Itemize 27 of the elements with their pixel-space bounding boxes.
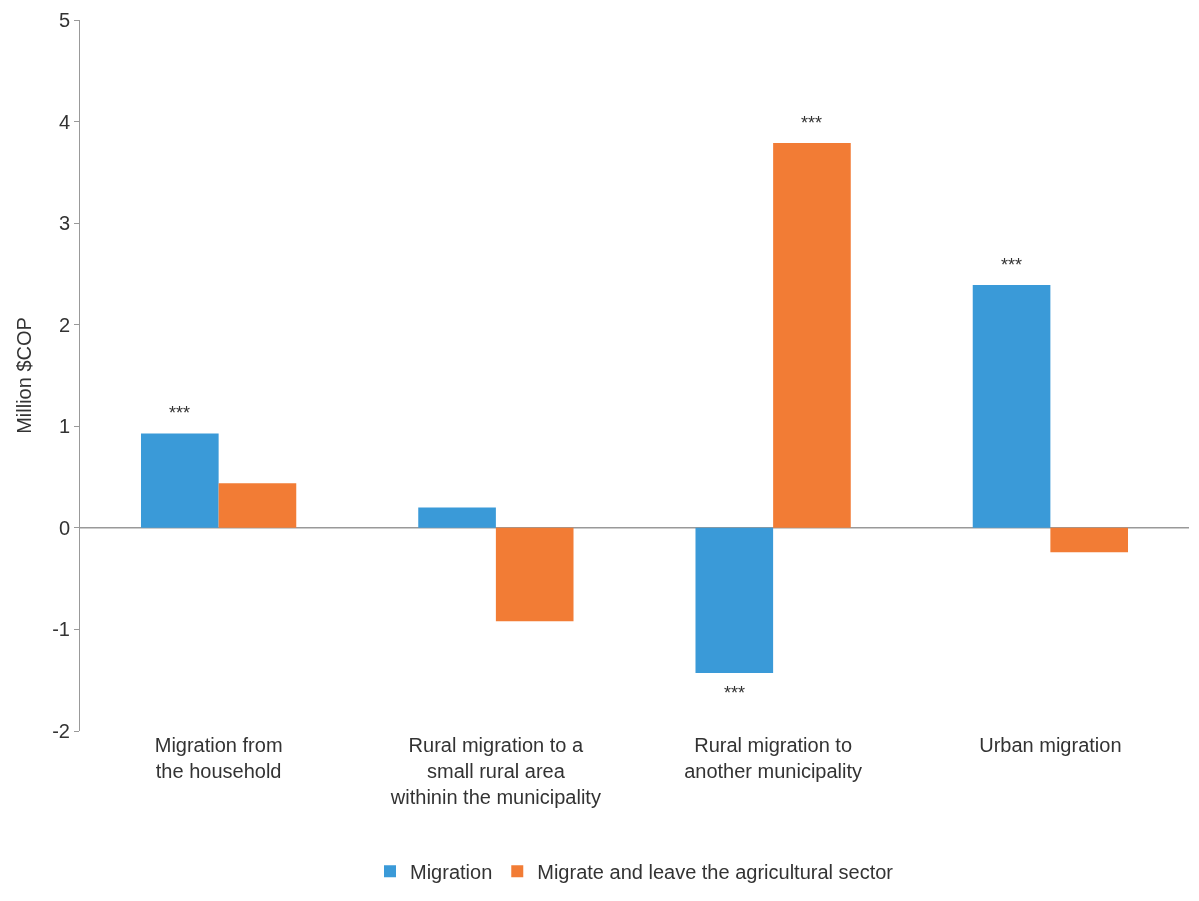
y-tick-label: 0 [58, 516, 70, 539]
y-tick-label: 4 [58, 110, 70, 133]
legend-label: Migrate and leave the agricultural sector [537, 861, 894, 884]
annotation: *** [724, 683, 746, 703]
bar [695, 527, 774, 674]
y-axis-title: Million $COP [12, 317, 35, 434]
bar [495, 527, 574, 622]
bar [972, 285, 1051, 528]
bar [140, 433, 219, 528]
annotation: *** [801, 113, 823, 133]
y-tick-label: 1 [58, 415, 70, 438]
x-tick-label: Migration from the household [154, 734, 283, 782]
bar [418, 507, 496, 528]
bar [1050, 527, 1129, 553]
annotation: *** [1001, 255, 1023, 275]
annotation: *** [169, 403, 191, 423]
y-tick-label: 2 [58, 313, 70, 336]
legend-label: Migration [410, 861, 493, 884]
bar [218, 483, 297, 528]
x-tick-label: Urban migration [979, 734, 1122, 756]
y-tick-label: 5 [58, 9, 70, 31]
y-tick-label: -2 [52, 720, 70, 742]
x-tick-label: Rural migration to another municipality [684, 734, 863, 782]
bar [773, 142, 851, 528]
x-tick-label: Rural migration to a small rural area withinin the municipality [389, 734, 601, 808]
y-tick-label: -1 [52, 618, 70, 641]
y-tick-label: 3 [58, 212, 70, 235]
